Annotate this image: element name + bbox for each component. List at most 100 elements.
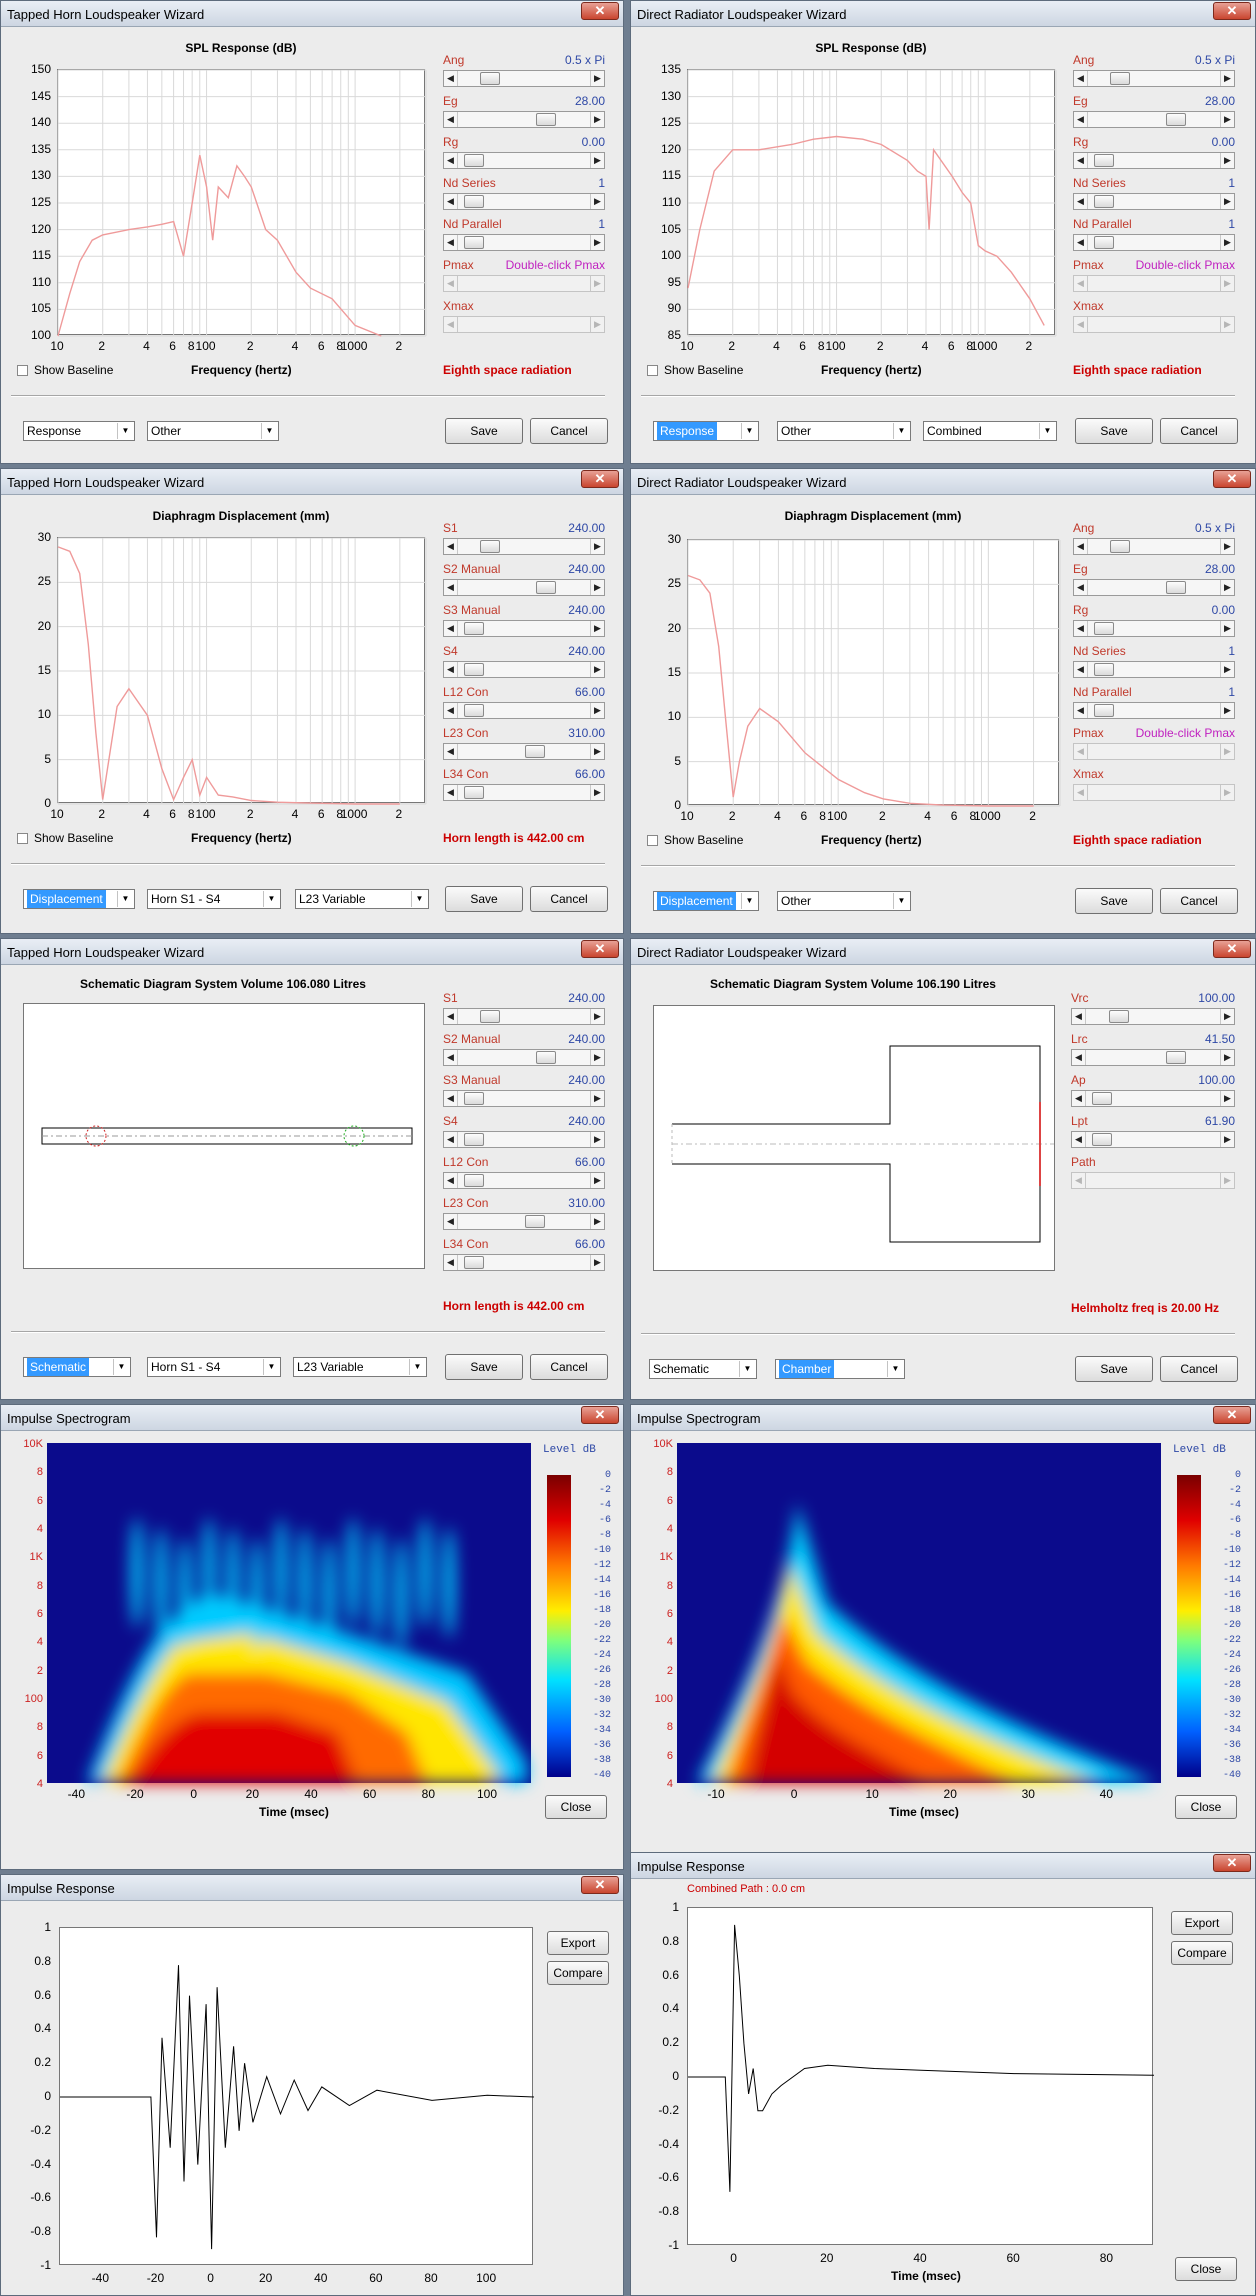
close-button[interactable]: Close (545, 1795, 607, 1819)
slider-left-arrow[interactable]: ◀ (444, 1173, 458, 1188)
slider-thumb[interactable] (480, 540, 501, 553)
close-icon[interactable]: ✕ (1213, 1406, 1251, 1424)
slider-thumb[interactable] (463, 1256, 484, 1269)
slider-right-arrow[interactable]: ▶ (590, 235, 604, 250)
view-select-0[interactable]: Response ▼ (23, 421, 135, 441)
param-slider[interactable]: ◀ ▶ (1073, 620, 1235, 637)
param-slider[interactable]: ◀ ▶ (443, 1254, 605, 1271)
slider-right-arrow[interactable]: ▶ (590, 1255, 604, 1270)
slider-left-arrow[interactable]: ◀ (444, 1132, 458, 1147)
param-slider[interactable]: ◀ ▶ (1071, 1090, 1235, 1107)
slider-thumb[interactable] (463, 154, 484, 167)
slider-left-arrow[interactable]: ◀ (1072, 1091, 1086, 1106)
slider-thumb[interactable] (1110, 540, 1131, 553)
param-slider[interactable]: ◀ ▶ (443, 1213, 605, 1230)
slider-left-arrow[interactable]: ◀ (444, 112, 458, 127)
view-select-1[interactable]: Other ▼ (777, 891, 911, 911)
slider-thumb[interactable] (1093, 195, 1114, 208)
slider-right-arrow[interactable]: ▶ (590, 194, 604, 209)
slider-right-arrow[interactable]: ▶ (1220, 235, 1234, 250)
slider-right-arrow[interactable]: ▶ (590, 153, 604, 168)
slider-thumb[interactable] (463, 786, 484, 799)
param-slider[interactable]: ◀ ▶ (1073, 702, 1235, 719)
slider-left-arrow[interactable]: ◀ (1074, 71, 1088, 86)
param-slider[interactable]: ◀ ▶ (1073, 152, 1235, 169)
chevron-down-icon[interactable]: ▼ (739, 1361, 755, 1377)
slider-thumb[interactable] (536, 1051, 557, 1064)
chevron-down-icon[interactable]: ▼ (113, 1359, 129, 1375)
param-slider[interactable]: ◀ ▶ (1073, 579, 1235, 596)
slider-left-arrow[interactable]: ◀ (444, 785, 458, 800)
slider-right-arrow[interactable]: ▶ (590, 1050, 604, 1065)
close-icon[interactable]: ✕ (1213, 1854, 1251, 1872)
close-button[interactable]: Close (1175, 2257, 1237, 2281)
close-icon[interactable]: ✕ (581, 470, 619, 488)
param-slider[interactable]: ◀ ▶ (443, 152, 605, 169)
slider-thumb[interactable] (525, 1215, 546, 1228)
param-slider[interactable]: ◀ ▶ (443, 1090, 605, 1107)
slider-thumb[interactable] (463, 1133, 484, 1146)
view-select-1[interactable]: Chamber ▼ (775, 1359, 905, 1379)
slider-right-arrow[interactable]: ▶ (1220, 1050, 1234, 1065)
param-slider[interactable]: ◀ ▶ (443, 579, 605, 596)
chevron-down-icon[interactable]: ▼ (263, 1359, 279, 1375)
cancel-button[interactable]: Cancel (530, 886, 608, 912)
slider-thumb[interactable] (1166, 113, 1187, 126)
slider-right-arrow[interactable]: ▶ (1220, 71, 1234, 86)
slider-thumb[interactable] (480, 72, 501, 85)
close-icon[interactable]: ✕ (1213, 470, 1251, 488)
slider-thumb[interactable] (1166, 581, 1187, 594)
param-slider[interactable]: ◀ ▶ (1073, 111, 1235, 128)
slider-right-arrow[interactable]: ▶ (590, 1132, 604, 1147)
slider-right-arrow[interactable]: ▶ (1220, 703, 1234, 718)
slider-left-arrow[interactable]: ◀ (444, 539, 458, 554)
param-slider[interactable]: ◀ ▶ (1071, 1008, 1235, 1025)
slider-thumb[interactable] (1091, 1133, 1112, 1146)
slider-left-arrow[interactable]: ◀ (1072, 1132, 1086, 1147)
param-slider[interactable]: ◀ ▶ (443, 1172, 605, 1189)
param-slider[interactable]: ◀ ▶ (1071, 1131, 1235, 1148)
close-button[interactable]: Close (1175, 1795, 1237, 1819)
slider-right-arrow[interactable]: ▶ (590, 1009, 604, 1024)
checkbox-box[interactable] (647, 834, 658, 846)
save-button[interactable]: Save (445, 886, 523, 912)
view-select-0[interactable]: Schematic ▼ (23, 1357, 131, 1377)
slider-left-arrow[interactable]: ◀ (1074, 621, 1088, 636)
slider-right-arrow[interactable]: ▶ (1220, 112, 1234, 127)
slider-thumb[interactable] (463, 1174, 484, 1187)
slider-left-arrow[interactable]: ◀ (1074, 194, 1088, 209)
chevron-down-icon[interactable]: ▼ (117, 423, 133, 439)
slider-thumb[interactable] (1093, 154, 1114, 167)
show-baseline-checkbox[interactable]: Show Baseline (17, 363, 113, 377)
param-slider[interactable]: ◀ ▶ (1071, 1049, 1235, 1066)
view-select-1[interactable]: Other ▼ (777, 421, 911, 441)
checkbox-box[interactable] (647, 364, 658, 376)
close-icon[interactable]: ✕ (581, 1876, 619, 1894)
slider-thumb[interactable] (463, 1092, 484, 1105)
slider-left-arrow[interactable]: ◀ (1072, 1009, 1086, 1024)
slider-left-arrow[interactable]: ◀ (444, 662, 458, 677)
slider-right-arrow[interactable]: ▶ (1220, 621, 1234, 636)
chevron-down-icon[interactable]: ▼ (893, 893, 909, 909)
view-select-2[interactable]: Combined ▼ (923, 421, 1057, 441)
param-slider[interactable]: ◀ ▶ (443, 111, 605, 128)
slider-left-arrow[interactable]: ◀ (444, 1214, 458, 1229)
slider-right-arrow[interactable]: ▶ (590, 1173, 604, 1188)
cancel-button[interactable]: Cancel (1160, 1356, 1238, 1382)
chevron-down-icon[interactable]: ▼ (1039, 423, 1055, 439)
slider-right-arrow[interactable]: ▶ (590, 662, 604, 677)
param-slider[interactable]: ◀ ▶ (1073, 193, 1235, 210)
param-slider[interactable]: ◀ ▶ (443, 234, 605, 251)
slider-left-arrow[interactable]: ◀ (1074, 112, 1088, 127)
slider-left-arrow[interactable]: ◀ (1074, 662, 1088, 677)
close-icon[interactable]: ✕ (581, 1406, 619, 1424)
save-button[interactable]: Save (1075, 418, 1153, 444)
cancel-button[interactable]: Cancel (1160, 888, 1238, 914)
cancel-button[interactable]: Cancel (530, 1354, 608, 1380)
slider-left-arrow[interactable]: ◀ (444, 153, 458, 168)
slider-right-arrow[interactable]: ▶ (590, 71, 604, 86)
slider-thumb[interactable] (536, 581, 557, 594)
chevron-down-icon[interactable]: ▼ (261, 423, 277, 439)
view-select-1[interactable]: Other ▼ (147, 421, 279, 441)
slider-left-arrow[interactable]: ◀ (444, 1255, 458, 1270)
